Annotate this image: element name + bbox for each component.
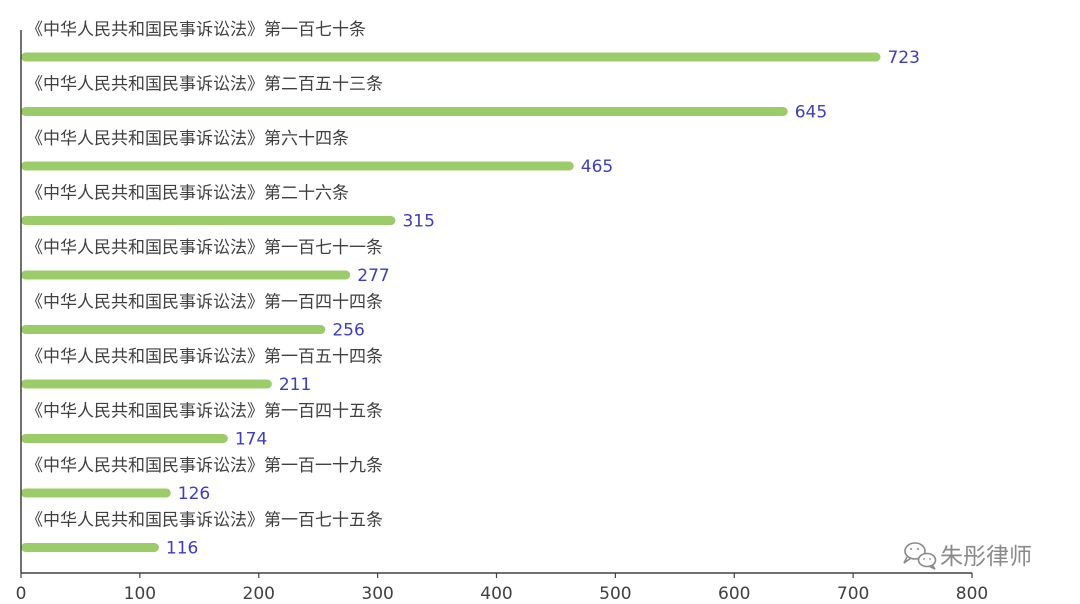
value-label: 465 (581, 157, 613, 177)
bars-group: 《中华人民共和国民事诉讼法》第一百七十条 723 《中华人民共和国民事诉讼法》第二百… (21, 20, 920, 559)
category-label: 《中华人民共和国民事诉讼法》第一百四十五条 (26, 402, 383, 422)
value-label: 126 (178, 484, 210, 504)
value-label: 256 (332, 321, 364, 341)
x-tick-label: 0 (16, 584, 27, 604)
x-tick-label: 400 (480, 584, 512, 604)
category-label: 《中华人民共和国民事诉讼法》第一百一十九条 (26, 456, 383, 476)
value-label: 315 (402, 212, 434, 232)
category-label: 《中华人民共和国民事诉讼法》第一百七十一条 (26, 238, 383, 258)
x-tick-label: 600 (718, 584, 750, 604)
bar (21, 325, 326, 334)
x-tick-label: 200 (243, 584, 275, 604)
category-label: 《中华人民共和国民事诉讼法》第二百五十三条 (26, 75, 383, 95)
x-tick-label: 700 (837, 584, 869, 604)
category-label: 《中华人民共和国民事诉讼法》第一百五十四条 (26, 347, 383, 367)
category-label: 《中华人民共和国民事诉讼法》第一百四十四条 (26, 293, 383, 313)
bar (21, 107, 788, 116)
wechat-icon (903, 542, 937, 570)
value-label: 645 (795, 103, 827, 123)
bar (21, 488, 171, 498)
bar (21, 543, 159, 552)
value-label: 723 (887, 48, 919, 68)
category-label: 《中华人民共和国民事诉讼法》第一百七十条 (26, 20, 366, 40)
watermark: 朱彤律师 (903, 542, 1032, 570)
category-label: 《中华人民共和国民事诉讼法》第一百七十五条 (26, 511, 383, 531)
watermark-text: 朱彤律师 (940, 544, 1032, 570)
bar (21, 216, 396, 225)
bar (21, 52, 881, 62)
x-tick-label: 300 (361, 584, 393, 604)
x-tick-label: 100 (124, 584, 156, 604)
bar (21, 434, 228, 443)
x-axis-ticks: 0 100 200 300 400 500 600 700 800 (16, 573, 988, 604)
value-label: 116 (166, 539, 198, 559)
bar (21, 379, 272, 389)
x-tick-label: 500 (599, 584, 631, 604)
bar (21, 270, 351, 280)
value-label: 277 (357, 266, 389, 286)
value-label: 174 (235, 430, 267, 450)
value-label: 211 (279, 375, 311, 395)
category-label: 《中华人民共和国民事诉讼法》第二十六条 (26, 184, 349, 204)
category-label: 《中华人民共和国民事诉讼法》第六十四条 (26, 129, 349, 149)
x-tick-label: 800 (956, 584, 988, 604)
bar (21, 161, 574, 171)
